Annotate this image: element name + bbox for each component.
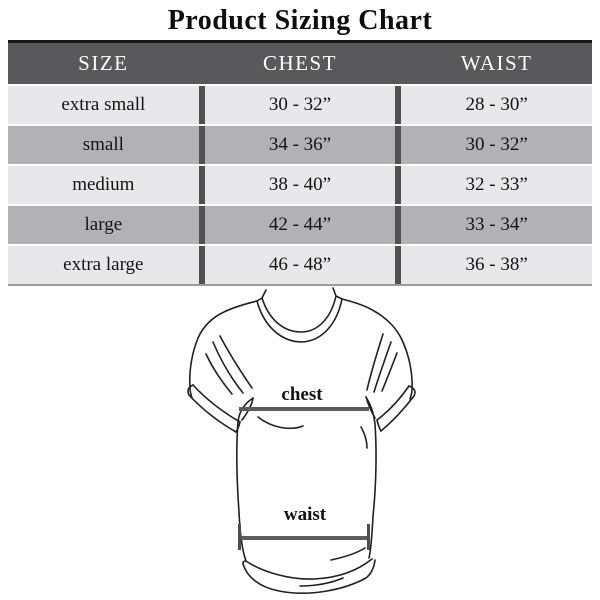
hem — [242, 558, 376, 594]
waist-cell: 28 - 30” — [401, 86, 592, 124]
size-cell: medium — [8, 166, 199, 204]
chest-cell: 42 - 44” — [204, 206, 396, 244]
column-header-waist: WAIST — [460, 51, 533, 75]
left-sleeve — [187, 300, 258, 433]
chest-measure-line — [239, 407, 369, 411]
size-cell: large — [8, 206, 199, 244]
waist-left-tick — [238, 524, 241, 550]
size-cell: small — [8, 126, 199, 164]
right-sleeve — [341, 298, 416, 432]
waist-cell: 30 - 32” — [401, 126, 592, 164]
waist-cell: 33 - 34” — [401, 206, 592, 244]
waist-cell: 32 - 33” — [401, 166, 592, 204]
table-row: large 42 - 44” 33 - 34” — [8, 206, 592, 244]
waist-measure-line — [240, 536, 370, 540]
table-row: small 34 - 36” 30 - 32” — [8, 126, 592, 164]
chest-cell: 38 - 40” — [204, 166, 396, 204]
waist-label: waist — [283, 504, 327, 525]
size-cell: extra small — [8, 86, 199, 124]
table-row: extra small 30 - 32” 28 - 30” — [8, 86, 592, 124]
table-header-row: SIZE CHEST WAIST — [8, 43, 592, 84]
page-title: Product Sizing Chart — [167, 5, 433, 36]
table-row: extra large 46 - 48” 36 - 38” — [8, 246, 592, 284]
chest-cell: 46 - 48” — [204, 246, 396, 284]
column-header-chest: CHEST — [262, 51, 337, 75]
waist-cell: 36 - 38” — [401, 246, 592, 284]
chest-label: chest — [281, 384, 323, 405]
chest-cell: 34 - 36” — [204, 126, 396, 164]
size-cell: extra large — [8, 246, 199, 284]
waist-right-tick — [367, 524, 370, 550]
sizing-table: SIZE CHEST WAIST extra small 30 - 32” 28 -… — [8, 40, 592, 286]
chest-cell: 30 - 32” — [204, 86, 396, 124]
table-row: medium 38 - 40” 32 - 33” — [8, 166, 592, 204]
table-body: extra small 30 - 32” 28 - 30” small 34 - 36”… — [8, 86, 592, 284]
column-header-size: SIZE — [78, 51, 129, 75]
collar — [256, 287, 343, 343]
